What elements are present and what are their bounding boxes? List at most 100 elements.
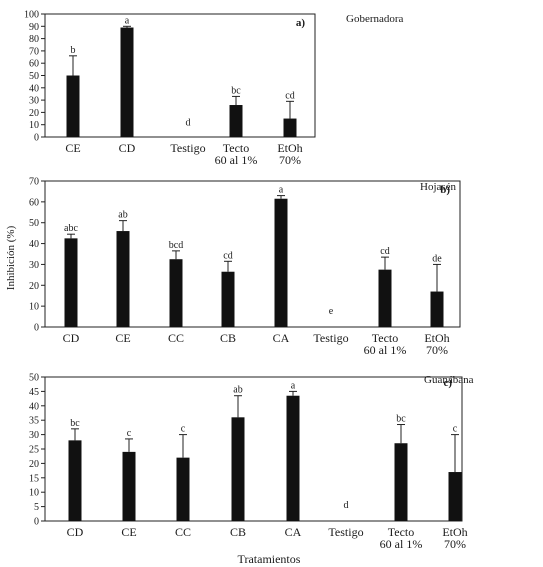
x-tick-label: EtOh 70% xyxy=(424,331,449,357)
x-tick-label-line: Tecto xyxy=(388,525,414,539)
x-tick-label: EtOh 70% xyxy=(277,141,302,167)
y-tick-label: 10 xyxy=(29,302,39,313)
y-tick-label: 30 xyxy=(29,96,39,107)
significance-letter: bc xyxy=(70,418,80,429)
x-tick-label-line: Tecto xyxy=(372,331,398,345)
y-tick-label: 30 xyxy=(29,260,39,271)
x-tick-label-line: CD xyxy=(63,331,80,345)
x-tick-label-line: CA xyxy=(285,525,302,539)
significance-letter: c xyxy=(181,424,186,435)
panel-title: Guanábana xyxy=(424,374,474,386)
bar xyxy=(286,395,300,521)
significance-letter: cd xyxy=(223,250,232,261)
plot-frame xyxy=(44,180,461,328)
x-tick-label: Tecto 60 al 1% xyxy=(380,525,423,551)
y-tick-label: 25 xyxy=(29,445,39,456)
y-tick-label: 40 xyxy=(29,401,39,412)
y-tick-label: 5 xyxy=(34,502,39,513)
panel-letter: b) xyxy=(440,184,450,196)
y-tick-label: 20 xyxy=(29,281,39,292)
y-tick-label: 35 xyxy=(29,416,39,427)
y-tick-label: 90 xyxy=(29,22,39,33)
x-tick-label: CC xyxy=(168,331,184,345)
significance-letter: bc xyxy=(396,414,406,425)
x-tick-label-line: EtOh xyxy=(277,141,302,155)
x-tick-label: CA xyxy=(273,331,290,345)
x-tick-label: CD xyxy=(63,331,80,345)
bar xyxy=(231,417,245,521)
y-tick-label: 20 xyxy=(29,108,39,119)
y-tick-label: 50 xyxy=(29,218,39,229)
significance-letter: cd xyxy=(380,246,389,257)
bar xyxy=(122,451,136,521)
y-tick-label: 0 xyxy=(34,133,39,144)
x-tick-label: EtOh 70% xyxy=(442,525,467,551)
y-tick-label: 40 xyxy=(29,83,39,94)
x-tick-label-line: CE xyxy=(115,331,130,345)
y-tick-label: 100 xyxy=(24,10,39,21)
y-tick-label: 50 xyxy=(29,373,39,384)
panel-title: Hojasén xyxy=(420,181,457,193)
bar xyxy=(221,271,235,327)
y-tick-label: 70 xyxy=(29,46,39,57)
significance-letter: abc xyxy=(64,223,78,234)
x-tick-label-line: CE xyxy=(65,141,80,155)
bar xyxy=(116,231,130,327)
x-tick-label: Testigo xyxy=(328,525,363,539)
significance-letter: de xyxy=(432,253,442,264)
x-tick-label-line: EtOh xyxy=(424,331,449,345)
y-tick-label: 45 xyxy=(29,387,39,398)
x-tick-label-line: 60 al 1% xyxy=(364,343,407,357)
significance-letter: e xyxy=(329,306,334,317)
significance-letter: bcd xyxy=(169,240,183,251)
x-tick-label: CD xyxy=(67,525,84,539)
bar xyxy=(64,238,78,327)
x-tick-label-line: Testigo xyxy=(328,525,363,539)
bar xyxy=(430,291,444,327)
x-tick-label: Testigo xyxy=(170,141,205,155)
x-tick-label: CE xyxy=(65,141,80,155)
x-tick-label-line: CD xyxy=(67,525,84,539)
x-tick-label: CD xyxy=(119,141,136,155)
panel-letter: c) xyxy=(443,377,452,389)
panel-title: Gobernadora xyxy=(346,13,404,25)
x-tick-label-line: CC xyxy=(168,331,184,345)
y-tick-label: 10 xyxy=(29,120,39,131)
significance-letter: a xyxy=(291,380,296,391)
x-tick-label-line: CA xyxy=(273,331,290,345)
bar xyxy=(66,75,80,137)
significance-letter: c xyxy=(453,424,458,435)
x-tick-label: CA xyxy=(285,525,302,539)
significance-letter: d xyxy=(344,500,349,511)
x-tick-label-line: CE xyxy=(121,525,136,539)
y-tick-label: 60 xyxy=(29,59,39,70)
x-tick-label: Testigo xyxy=(313,331,348,345)
bar xyxy=(229,105,243,137)
significance-letter: bc xyxy=(231,85,241,96)
x-tick-label: CE xyxy=(121,525,136,539)
bar xyxy=(283,118,297,137)
y-tick-label: 30 xyxy=(29,430,39,441)
bar xyxy=(68,440,82,521)
x-tick-label: CB xyxy=(220,331,236,345)
x-tick-label-line: CB xyxy=(230,525,246,539)
significance-letter: d xyxy=(186,117,191,128)
significance-letter: ab xyxy=(118,210,127,221)
x-tick-label-line: Testigo xyxy=(313,331,348,345)
x-tick-label-line: CD xyxy=(119,141,136,155)
x-tick-label-line: EtOh xyxy=(442,525,467,539)
bar xyxy=(274,198,288,327)
y-axis-label: Inhibición (%) xyxy=(5,225,17,290)
significance-letter: b xyxy=(71,45,76,56)
x-tick-label-line: Tecto xyxy=(223,141,249,155)
y-tick-label: 50 xyxy=(29,71,39,82)
x-tick-label: CB xyxy=(230,525,246,539)
significance-letter: a xyxy=(125,15,130,26)
y-tick-label: 0 xyxy=(34,323,39,334)
x-tick-label-line: 70% xyxy=(444,537,466,551)
x-tick-label: Tecto 60 al 1% xyxy=(364,331,407,357)
bar xyxy=(394,443,408,521)
significance-letter: cd xyxy=(285,90,294,101)
